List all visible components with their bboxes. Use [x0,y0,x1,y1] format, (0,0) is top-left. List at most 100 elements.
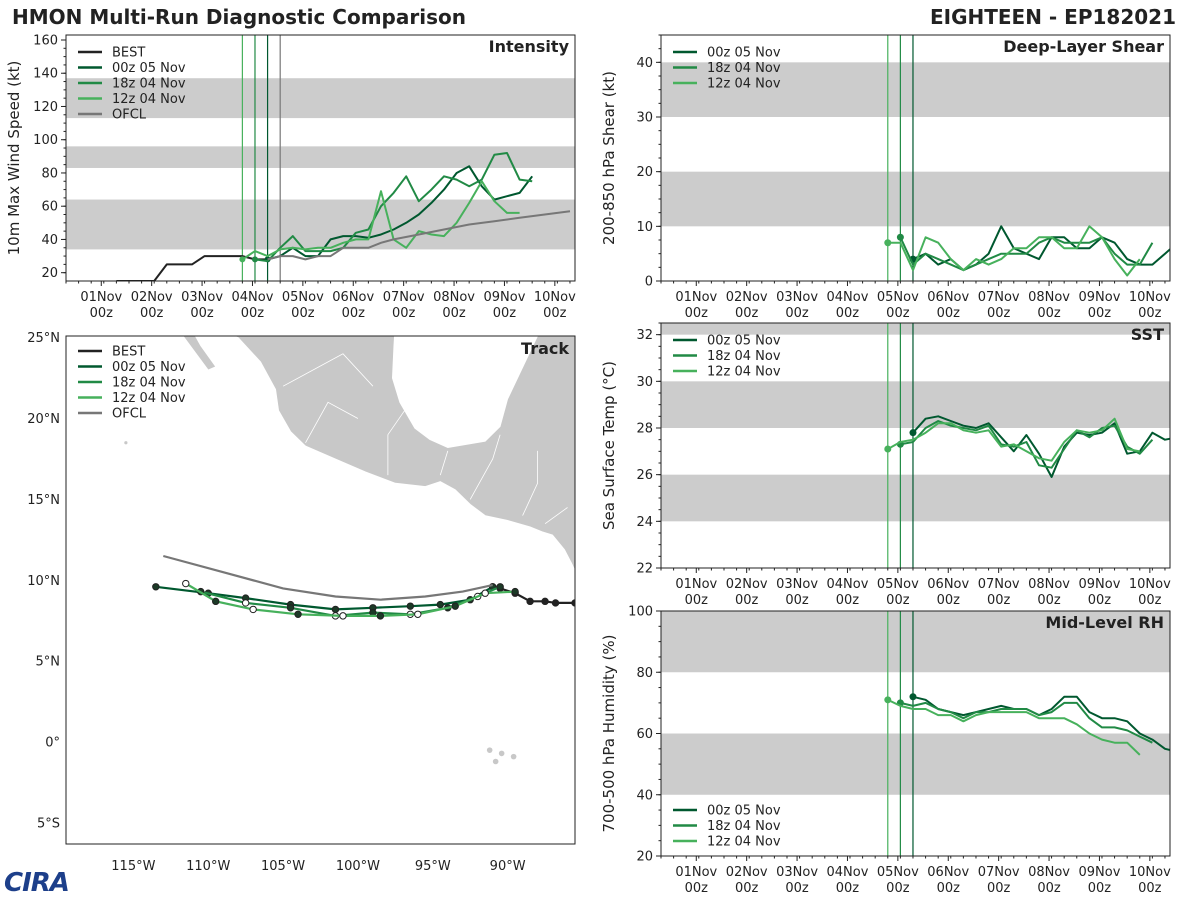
track-point [406,602,415,610]
track-point [286,604,295,612]
land-galapagos [486,747,493,753]
intensity-xtick-label: 01Nov [80,290,122,305]
sst-legend-label: 12z 04 Nov [707,365,781,380]
rh-xtick-label: 09Nov [1078,865,1120,880]
rh-ytick-label: 100 [628,605,653,620]
track-ytick-label: 5°N [36,655,61,670]
rh-series-line [912,695,1170,752]
rh-ytick-label: 20 [636,850,653,865]
track-point [331,605,340,614]
shear-xtick-sublabel: 00z [886,306,910,321]
intensity-xtick-label: 07Nov [383,290,425,305]
sst-xtick-label: 06Nov [927,577,969,592]
intensity-series-start-point [239,256,246,263]
sst-xtick-sublabel: 00z [987,593,1011,608]
map-border-line [387,402,411,476]
shear-ytick-label: 40 [636,56,653,71]
rh-title: Mid-Level RH [1045,613,1164,632]
track-ytick-label: 15°N [27,493,60,508]
track-legend-label: 00z 05 Nov [112,360,186,375]
rh-xtick-label: 02Nov [726,865,768,880]
sst-xtick-label: 02Nov [726,577,768,592]
shear-series-start-point [884,239,892,247]
track-point [511,587,519,596]
shear-xtick-sublabel: 00z [1088,306,1112,321]
intensity-xtick-sublabel: 00z [342,306,366,321]
rh-xtick-sublabel: 00z [937,881,961,896]
rh-band [661,733,1170,795]
rh-xtick-sublabel: 00z [785,881,809,896]
shear-band [661,171,1170,227]
intensity-xtick-label: 08Nov [433,290,475,305]
shear-xtick-label: 07Nov [978,290,1020,305]
track-point [541,597,549,606]
track-legend-label: 12z 04 Nov [112,391,186,406]
intensity-xtick-label: 03Nov [181,290,223,305]
shear-xtick-sublabel: 00z [937,306,961,321]
track-xtick-label: 100°W [336,859,380,874]
sst-series-line [887,417,1140,462]
rh-xtick-label: 06Nov [927,865,969,880]
sst-ytick-label: 30 [636,375,653,390]
sst-xtick-sublabel: 00z [785,593,809,608]
intensity-ytick-label: 120 [33,100,58,115]
sst-xtick-label: 03Nov [776,577,818,592]
map-border-line [282,353,374,387]
intensity-series-line [116,255,268,281]
sst-xtick-label: 05Nov [877,577,919,592]
sst-series-start-point [909,429,917,437]
shear-xtick-sublabel: 00z [685,306,709,321]
sst-series-start-point [884,445,892,453]
shear-ytick-label: 0 [645,275,653,290]
sst-legend-label: 00z 05 Nov [707,334,781,349]
sst-xtick-label: 07Nov [978,577,1020,592]
shear-legend-label: 18z 04 Nov [707,61,781,76]
track-xtick-label: 110°W [186,859,230,874]
land-mexico-central-america [232,336,575,571]
rh-series-line [900,701,1153,744]
rh-band [661,611,1170,673]
track-point [241,599,250,607]
track-point [182,579,190,588]
map-border-line [522,450,538,516]
sst-xtick-sublabel: 00z [1088,593,1112,608]
intensity-ytick-label: 100 [33,133,58,148]
rh-xtick-sublabel: 00z [1138,881,1162,896]
rh-panel: 2040608010001Nov00z02Nov00z03Nov00z04Nov… [600,605,1171,897]
intensity-ytick-label: 80 [41,166,58,181]
track-xtick-label: 105°W [261,859,305,874]
shear-xtick-sublabel: 00z [735,306,759,321]
rh-series-start-point [909,693,917,701]
shear-series-line [912,225,1170,272]
cira-logo: CIRA [4,868,70,898]
intensity-xtick-label: 02Nov [131,290,173,305]
shear-xtick-label: 01Nov [675,290,717,305]
storm-id-title: EIGHTEEN - EP182021 [929,5,1176,29]
intensity-ytick-label: 160 [33,33,58,48]
rh-series-start-point [884,696,892,704]
track-legend-label: OFCL [112,407,147,422]
track-point [376,612,385,620]
sst-xtick-label: 10Nov [1129,577,1171,592]
track-legend-label: BEST [112,345,145,360]
shear-ytick-label: 30 [636,111,653,126]
intensity-series-line [241,180,520,261]
sst-xtick-label: 09Nov [1078,577,1120,592]
track-point [294,610,302,618]
intensity-legend-label: BEST [112,46,145,61]
rh-ytick-label: 80 [636,666,653,681]
track-xtick-label: 90°W [490,859,526,874]
sst-band [661,323,1170,335]
shear-ytick-label: 10 [636,220,653,235]
rh-series-line [887,698,1141,756]
track-point [414,610,422,618]
land-galapagos [498,750,505,757]
intensity-ytick-label: 140 [33,67,58,82]
shear-series-line [887,225,1141,277]
map-border-line [305,401,359,443]
shear-xtick-sublabel: 00z [1138,306,1162,321]
rh-legend-label: 00z 05 Nov [707,804,781,819]
sst-xtick-label: 08Nov [1028,577,1070,592]
sst-xtick-sublabel: 00z [937,593,961,608]
